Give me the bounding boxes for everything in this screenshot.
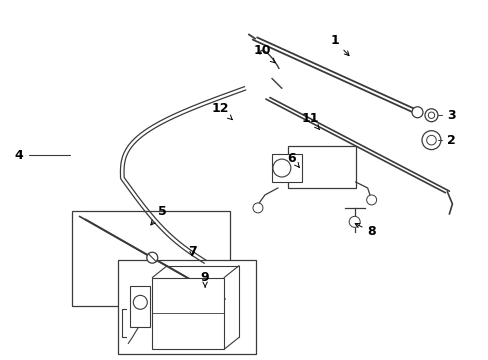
Circle shape — [348, 216, 360, 227]
Bar — [72, 211, 229, 306]
Text: 9: 9 — [201, 271, 209, 287]
Circle shape — [421, 131, 440, 150]
Bar — [118, 260, 255, 354]
Text: 3: 3 — [446, 109, 455, 122]
Circle shape — [133, 295, 147, 309]
Text: 8: 8 — [354, 224, 375, 238]
Circle shape — [427, 112, 434, 118]
Text: 10: 10 — [253, 44, 275, 63]
Text: 7: 7 — [187, 245, 196, 258]
Text: 5: 5 — [150, 205, 166, 225]
Circle shape — [366, 195, 376, 205]
Text: 12: 12 — [211, 102, 232, 120]
Text: 6: 6 — [287, 152, 299, 167]
Circle shape — [411, 107, 422, 118]
Bar — [271, 154, 301, 182]
Circle shape — [272, 159, 290, 177]
Bar — [130, 285, 150, 328]
Bar — [152, 278, 224, 349]
Circle shape — [426, 135, 435, 145]
Circle shape — [252, 203, 263, 213]
Text: 4: 4 — [14, 149, 23, 162]
Circle shape — [424, 109, 437, 122]
Text: 11: 11 — [301, 112, 319, 130]
Text: 1: 1 — [330, 34, 348, 56]
Bar — [287, 146, 355, 188]
Text: 2: 2 — [446, 134, 455, 147]
Circle shape — [146, 252, 158, 263]
